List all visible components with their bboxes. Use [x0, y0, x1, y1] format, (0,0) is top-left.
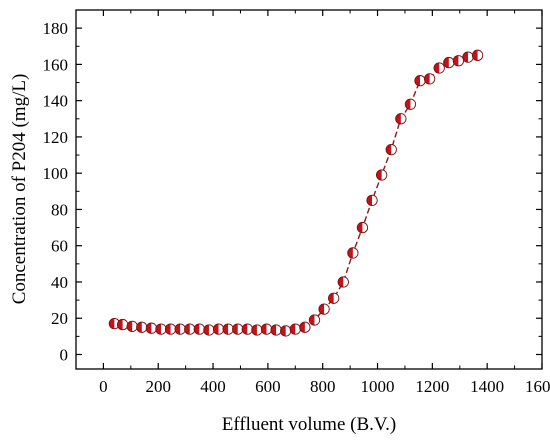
y-tick-label: 0: [60, 345, 69, 364]
y-axis-title: Concentration of P204 (mg/L): [9, 74, 30, 305]
data-point: [471, 49, 484, 61]
data-point: [251, 324, 263, 336]
data-point: [462, 51, 474, 63]
data-point: [193, 323, 206, 335]
data-point: [356, 221, 369, 234]
data-point: [395, 113, 407, 125]
y-tick-label: 20: [51, 309, 68, 328]
data-point: [280, 325, 292, 337]
x-tick-label: 1400: [470, 377, 504, 396]
data-point: [212, 323, 225, 335]
data-point: [328, 292, 340, 304]
data-point: [145, 322, 158, 334]
data-point: [126, 320, 138, 333]
x-axis-title: Effluent volume (B.V.): [222, 414, 397, 435]
data-point: [423, 73, 436, 85]
y-tick-label: 60: [51, 237, 68, 256]
data-point: [232, 323, 244, 335]
data-point: [108, 318, 121, 330]
x-tick-label: 200: [145, 377, 171, 396]
x-tick-label: 0: [99, 377, 108, 396]
data-point: [184, 323, 196, 335]
y-tick-label: 180: [43, 19, 69, 38]
data-point: [116, 318, 129, 331]
data-point: [241, 323, 253, 335]
y-tick-label: 120: [43, 128, 69, 147]
data-point: [452, 55, 465, 67]
data-point: [433, 62, 445, 74]
data-point: [270, 324, 282, 336]
data-point: [318, 303, 330, 315]
data-point: [404, 98, 417, 110]
y-tick-label: 100: [43, 164, 69, 183]
y-tick-label: 40: [51, 273, 68, 292]
data-point: [443, 56, 455, 69]
data-point: [366, 194, 378, 207]
data-point: [155, 323, 167, 335]
data-point: [347, 247, 359, 259]
data-point: [414, 75, 426, 87]
data-point: [164, 323, 177, 335]
data-point: [136, 321, 148, 333]
y-tick-label: 80: [51, 200, 68, 219]
series-line: [114, 54, 478, 332]
y-tick-label: 160: [43, 55, 69, 74]
x-tick-label: 1200: [415, 377, 449, 396]
data-point: [222, 323, 234, 335]
data-point: [337, 276, 349, 288]
y-tick-label: 140: [43, 92, 69, 111]
data-point: [289, 323, 301, 335]
x-tick-label: 800: [310, 377, 336, 396]
x-tick-label: 600: [255, 377, 281, 396]
plot-frame: [75, 9, 543, 370]
data-point: [174, 323, 186, 335]
data-point: [308, 314, 321, 326]
x-tick-label: 400: [200, 377, 226, 396]
data-point: [375, 169, 388, 181]
data-point: [203, 324, 215, 336]
data-point: [299, 321, 311, 333]
data-point: [385, 143, 397, 156]
x-tick-label: 1000: [361, 377, 395, 396]
data-point: [260, 323, 273, 335]
